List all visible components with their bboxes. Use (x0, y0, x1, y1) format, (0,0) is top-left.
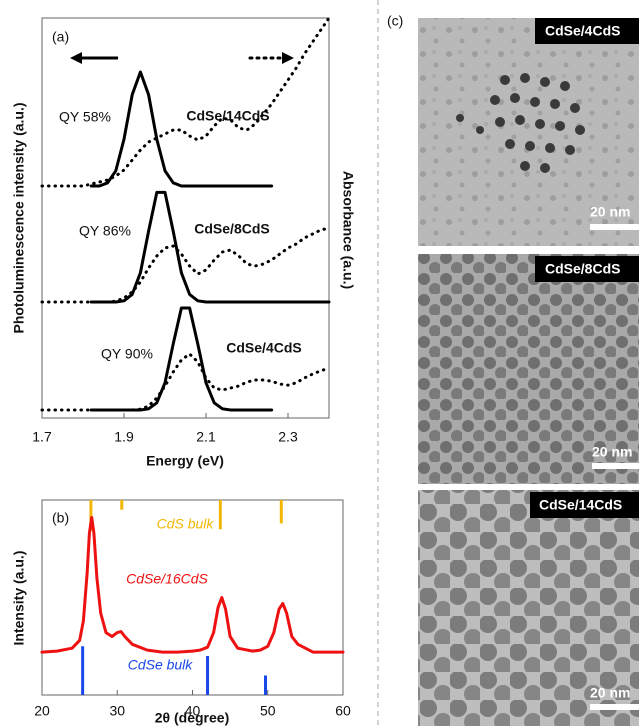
arrow-left (70, 52, 118, 64)
absorbance-curve (42, 354, 329, 410)
x-tick-label: 60 (335, 703, 351, 719)
image-label: CdSe/14CdS (539, 497, 622, 513)
series-label: CdS bulk (157, 516, 215, 532)
y2-axis-label: Absorbance (a.u.) (340, 171, 356, 289)
x-axis-label: Energy (eV) (146, 453, 224, 469)
tem-image: CdSe/14CdS 20 nm (418, 490, 639, 726)
data-curve (91, 192, 329, 302)
x-tick-label: 1.9 (114, 429, 134, 445)
x-tick-label: 40 (185, 703, 201, 719)
chart-panel: (a) Energy (eV) Photoluminescence intensit… (11, 18, 357, 469)
y-axis-label: Photoluminescence intensity (a.u.) (11, 102, 27, 333)
x-tick-label: 2.3 (278, 429, 298, 445)
annotation: QY 90% (101, 346, 153, 362)
data-curve (91, 72, 271, 186)
x-tick-label: 2.1 (196, 429, 216, 445)
absorbance-curve (42, 18, 329, 186)
scale-bar (592, 463, 639, 469)
x-tick-label: 50 (260, 703, 276, 719)
panel-label: (a) (52, 29, 69, 45)
y-axis-label: Intensity (a.u.) (11, 551, 27, 646)
x-tick-label: 30 (109, 703, 125, 719)
figure: (c) CdSe/4CdS 20 nm CdSe/8CdS 20 nm CdSe… (0, 0, 639, 726)
scale-bar-label: 20 nm (590, 685, 630, 701)
scale-bar (590, 224, 639, 230)
tem-image: CdSe/8CdS 20 nm (418, 254, 639, 484)
scale-bar (590, 704, 639, 710)
series-label: CdSe/8CdS (194, 221, 269, 237)
absorbance-curve (42, 228, 329, 302)
panel-label: (b) (52, 510, 69, 526)
annotation: QY 86% (79, 223, 131, 239)
series-label: CdSe/4CdS (226, 340, 301, 356)
annotation: QY 58% (59, 109, 111, 125)
panel-label: (c) (387, 13, 403, 29)
arrow-right (250, 52, 294, 64)
scale-bar-label: 20 nm (592, 444, 632, 460)
series-label: CdSe/16CdS (126, 571, 208, 587)
tem-image: CdSe/4CdS 20 nm (418, 18, 639, 246)
image-label: CdSe/8CdS (545, 261, 620, 277)
x-tick-label: 20 (34, 703, 50, 719)
series-label: CdSe bulk (128, 657, 194, 673)
image-label: CdSe/4CdS (545, 23, 620, 39)
scale-bar-label: 20 nm (590, 204, 630, 220)
x-tick-label: 1.7 (32, 429, 52, 445)
